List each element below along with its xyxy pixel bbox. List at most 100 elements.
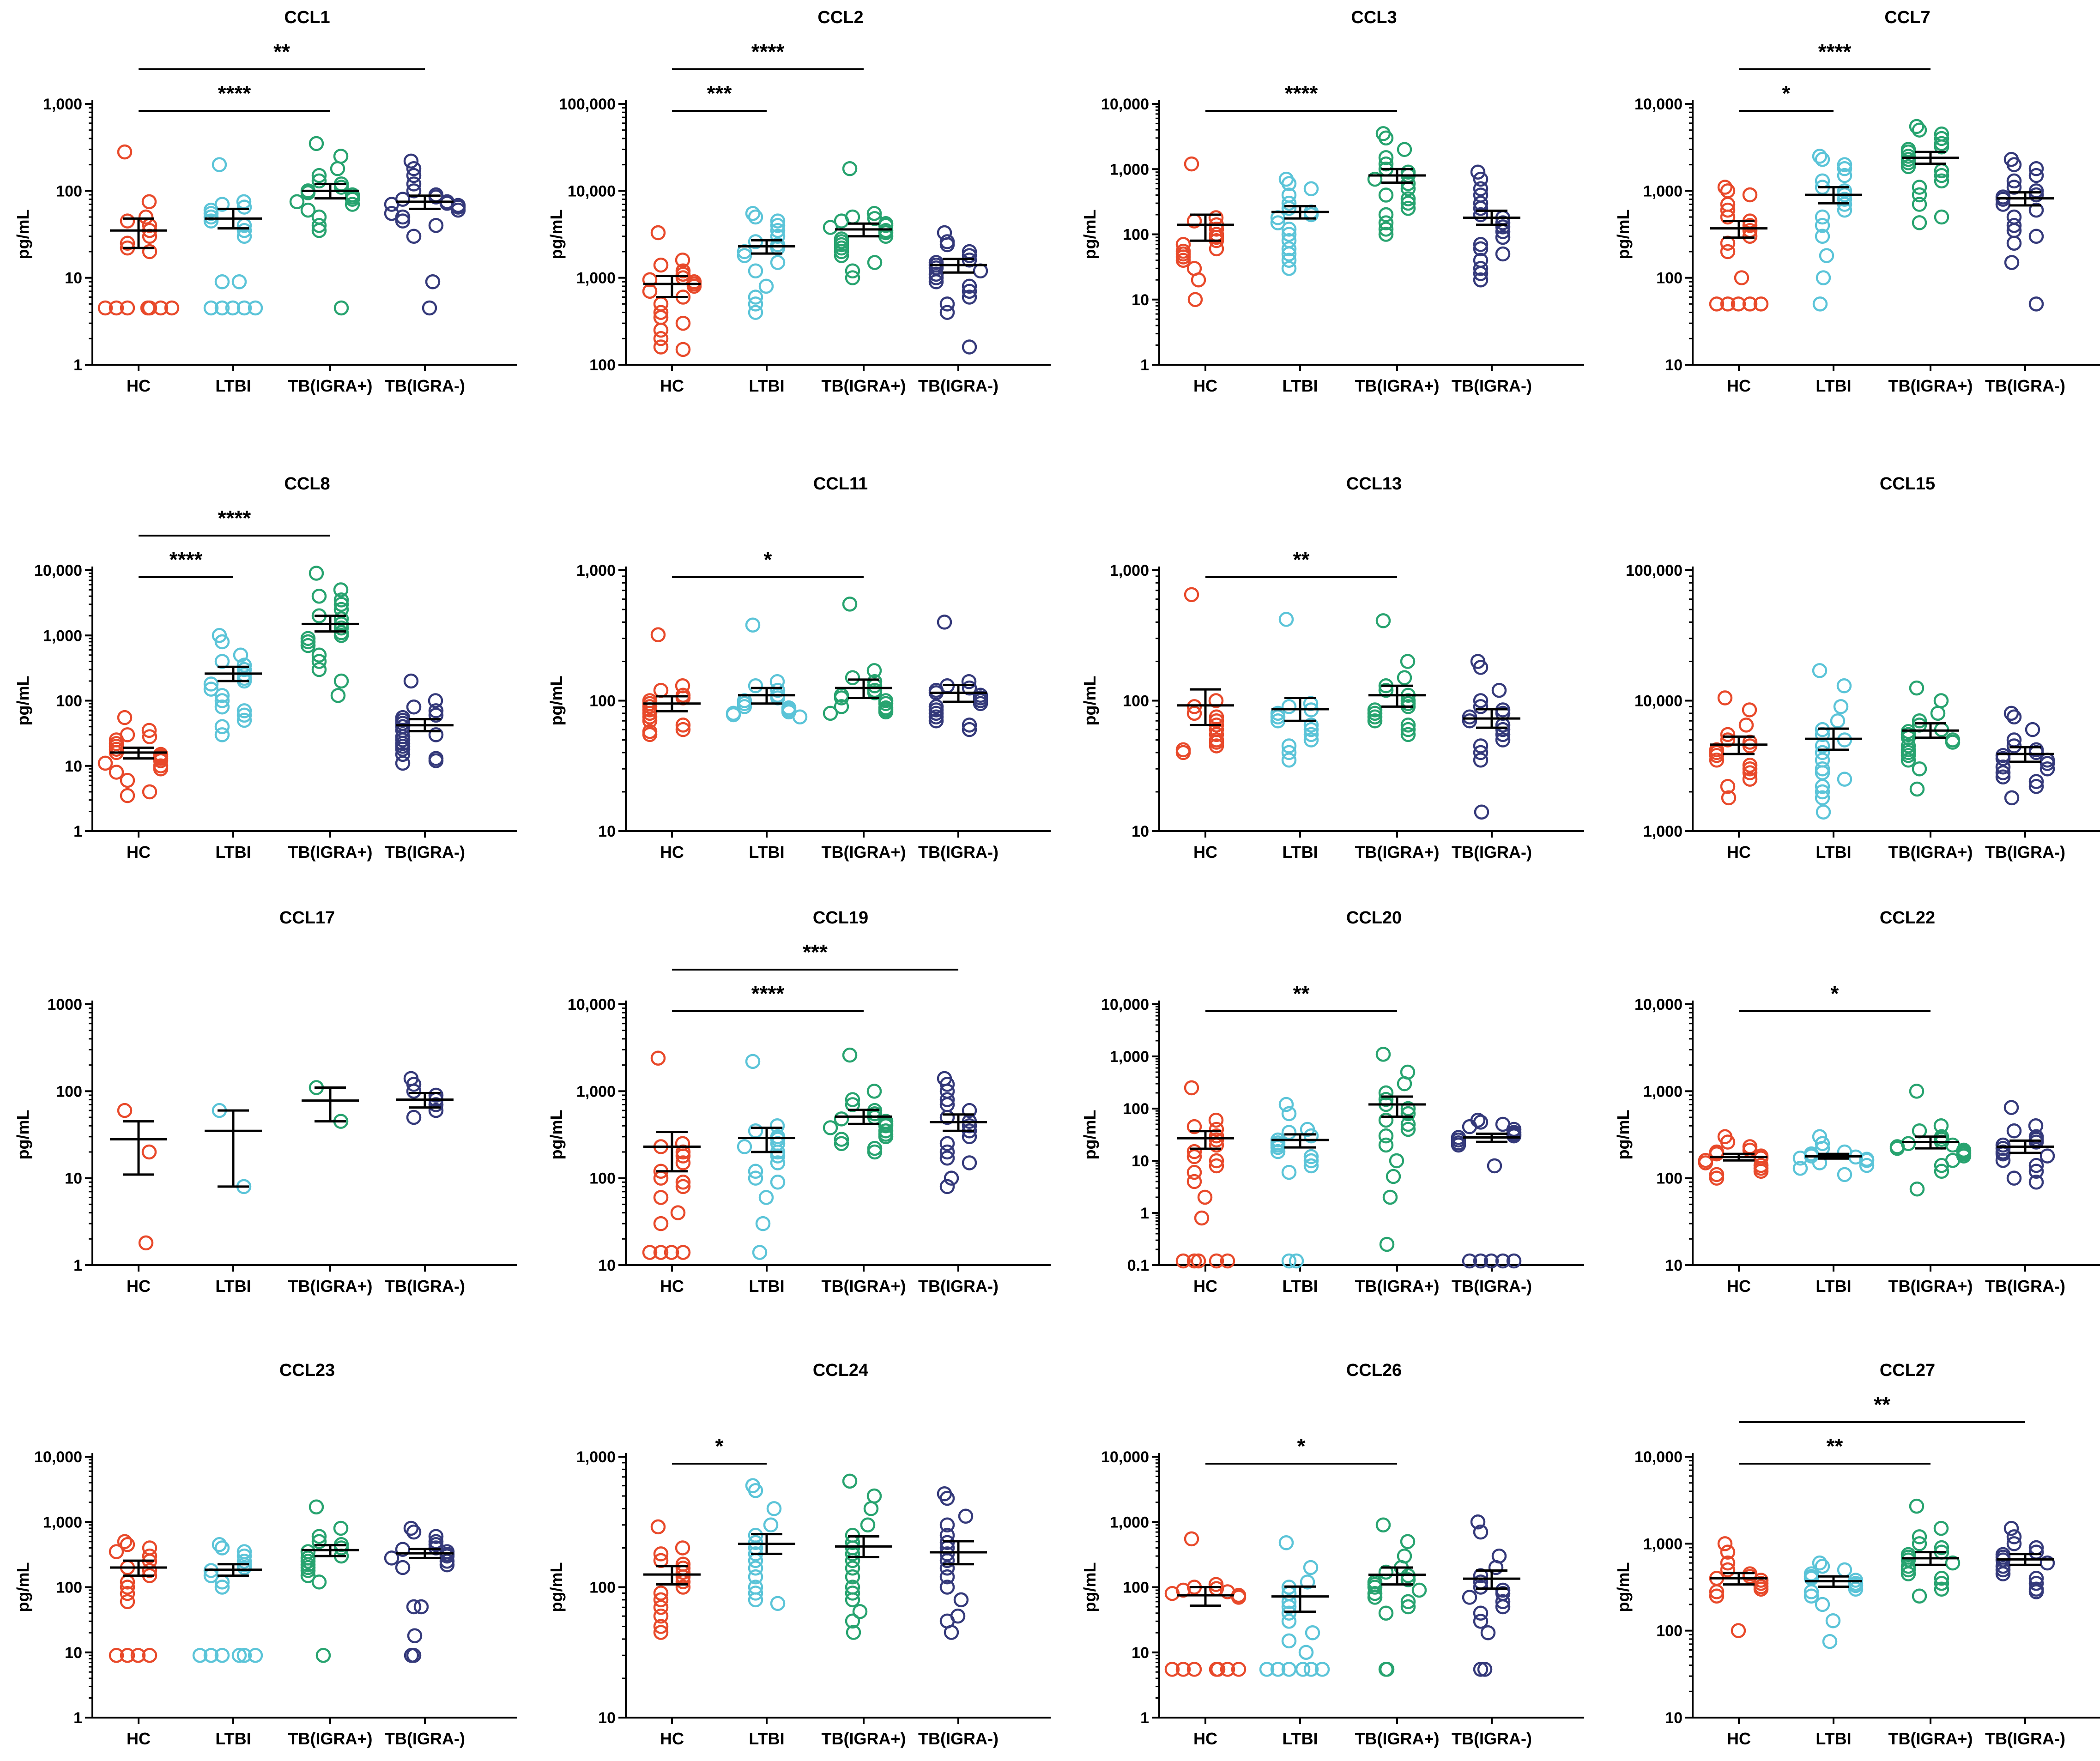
data-point (406, 1599, 422, 1615)
data-point (650, 627, 666, 643)
data-point (1742, 738, 1758, 754)
data-point (737, 248, 752, 263)
data-point (1209, 1128, 1224, 1144)
data-point (939, 296, 955, 312)
data-point (748, 1569, 763, 1585)
data-point (1187, 292, 1203, 307)
data-point (1815, 1558, 1830, 1574)
chart-panel: CCL24 pg/mL 10 100 1,000 HC LTBI TB(IGRA+) TB(IG… (547, 1361, 1051, 1748)
x-tick-label: HC (127, 1277, 151, 1296)
x-tick-label: LTBI (1816, 376, 1851, 395)
significance-label: *** (707, 81, 732, 105)
data-point (97, 300, 113, 316)
chart-title: CCL1 (284, 8, 330, 27)
data-point (120, 300, 135, 316)
data-point (1837, 161, 1852, 176)
data-point (2028, 1164, 2044, 1179)
data-point (1462, 709, 1477, 725)
data-point (1281, 253, 1297, 268)
data-point (973, 263, 988, 279)
data-point (823, 220, 838, 235)
data-point (928, 709, 944, 725)
data-point (333, 300, 349, 316)
data-point (2028, 296, 2044, 312)
data-point (142, 244, 157, 259)
y-axis-label: pg/mL (547, 1110, 566, 1160)
data-point (2039, 1555, 2055, 1571)
data-point (737, 699, 752, 714)
data-point (1912, 713, 1927, 729)
data-point (1912, 187, 1927, 203)
x-tick-label: TB(IGRA-) (1985, 1729, 2065, 1748)
data-point (867, 1144, 883, 1160)
data-point (120, 1594, 135, 1610)
data-point (650, 1050, 666, 1066)
data-point (675, 1175, 691, 1190)
data-point (428, 218, 444, 233)
data-point (878, 696, 894, 712)
data-point (834, 699, 849, 714)
data-point (1815, 218, 1830, 233)
data-point (236, 199, 252, 215)
data-point (944, 1170, 959, 1186)
data-point (311, 223, 327, 238)
data-point (748, 678, 763, 694)
data-point (653, 322, 669, 338)
y-tick-label: 10 (1665, 1257, 1682, 1274)
data-point (845, 1560, 860, 1576)
chart-title: CCL15 (1880, 474, 1935, 494)
data-point (842, 161, 858, 176)
data-point (1900, 159, 1916, 175)
data-point (142, 784, 157, 800)
data-point (2006, 1536, 2022, 1551)
data-point (214, 1540, 230, 1556)
data-point (236, 229, 252, 244)
x-tick-label: LTBI (749, 376, 784, 395)
data-point (1397, 1076, 1412, 1092)
data-point (309, 1499, 324, 1514)
data-point (937, 225, 952, 241)
data-point (842, 1473, 858, 1489)
data-point (1815, 1136, 1830, 1151)
x-tick-label: TB(IGRA-) (918, 1729, 999, 1748)
data-point (866, 1084, 882, 1099)
data-point (1209, 738, 1224, 754)
data-point (1731, 296, 1746, 312)
data-point (395, 1560, 411, 1575)
data-point (203, 209, 219, 225)
data-point (1491, 682, 1507, 698)
y-tick-label: 1,000 (43, 1514, 82, 1531)
data-point (109, 300, 124, 316)
data-point (330, 688, 346, 703)
y-tick-label: 10,000 (568, 182, 616, 200)
data-point (406, 1084, 422, 1099)
data-point (1378, 1085, 1394, 1101)
data-point (1495, 1253, 1511, 1269)
y-axis-label: pg/mL (13, 210, 32, 259)
data-point (1303, 1560, 1319, 1575)
y-tick-label: 100 (589, 1170, 616, 1188)
data-point (406, 1524, 422, 1540)
data-point (1709, 1584, 1725, 1599)
data-point (425, 274, 441, 289)
data-point (2003, 706, 2019, 721)
data-point (1184, 587, 1199, 603)
data-point (120, 1580, 135, 1595)
data-point (2006, 709, 2022, 725)
x-tick-label: TB(IGRA+) (1888, 1729, 1973, 1748)
data-point (1837, 168, 1852, 183)
data-point (1934, 1571, 1949, 1586)
data-point (770, 213, 786, 229)
data-point (1281, 261, 1297, 276)
data-point (1912, 1588, 1927, 1604)
data-point (2039, 761, 2055, 777)
y-axis-label: pg/mL (1080, 1562, 1099, 1612)
data-point (300, 185, 316, 200)
data-point (413, 1599, 429, 1615)
y-tick-label: 1,000 (43, 96, 82, 113)
data-point (1400, 201, 1416, 216)
data-point (1720, 244, 1736, 259)
data-point (1709, 753, 1725, 768)
y-tick-label: 100 (589, 356, 616, 374)
data-point (1995, 1152, 2011, 1168)
